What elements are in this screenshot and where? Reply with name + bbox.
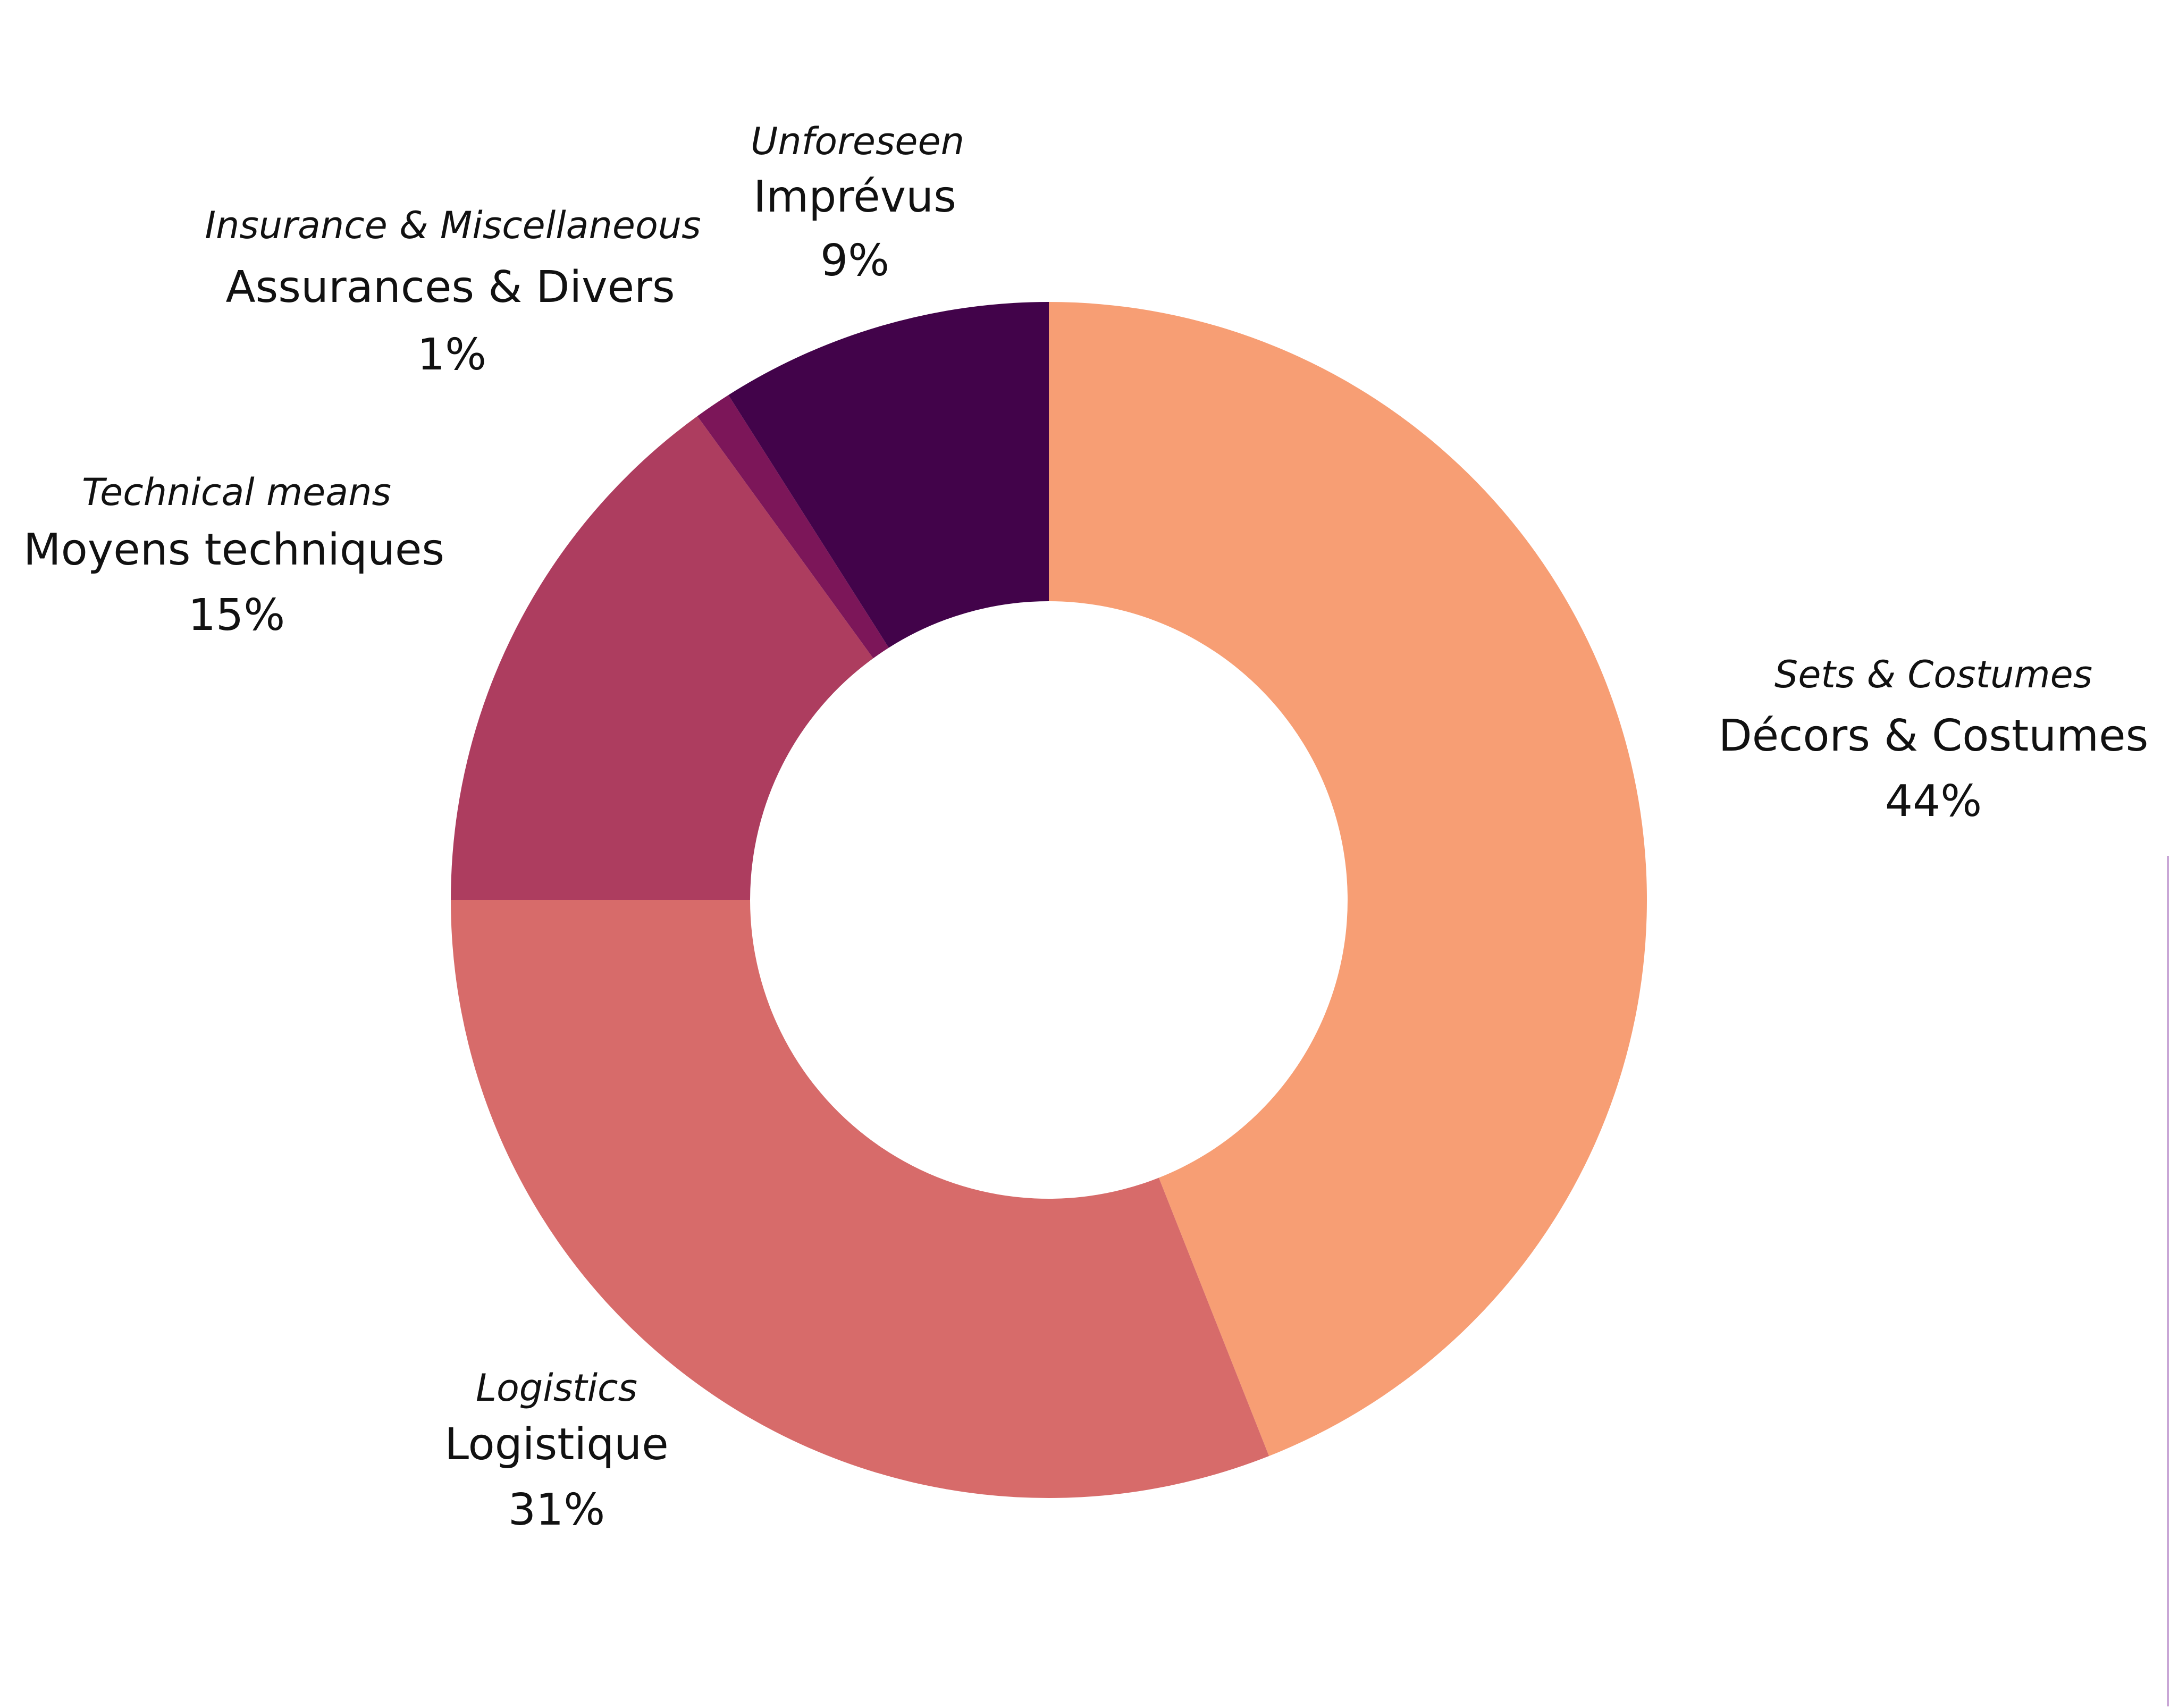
slice-unforeseen <box>728 302 1049 648</box>
slice-technical-means <box>451 416 873 900</box>
value-label-insurance-misc: 1% <box>417 330 486 380</box>
label-en-sets-costumes: Sets & Costumes <box>1774 653 2092 696</box>
slice-labels: Sets & Costumes Décors & Costumes 44% Lo… <box>23 120 2148 1535</box>
label-sets-costumes: Sets & Costumes Décors & Costumes 44% <box>1719 653 2149 827</box>
label-unforeseen: Unforeseen Imprévus 9% <box>751 120 964 286</box>
slice-logistics <box>451 900 1269 1499</box>
donut-slices <box>451 302 1647 1499</box>
slice-sets-costumes <box>1049 302 1647 1456</box>
slice-insurance-miscellaneous <box>697 395 889 659</box>
label-fr-logistics: Logistique <box>444 1419 668 1470</box>
value-label-logistics: 31% <box>508 1485 605 1535</box>
label-fr-technical-means: Moyens techniques <box>23 525 444 575</box>
label-en-logistics: Logistics <box>476 1366 637 1410</box>
label-insurance-misc: Insurance & Miscellaneous Assurances & D… <box>205 204 701 380</box>
label-fr-insurance-misc: Assurances & Divers <box>225 262 675 313</box>
label-fr-unforeseen: Imprévus <box>753 172 956 222</box>
label-en-unforeseen: Unforeseen <box>751 120 964 163</box>
value-label-unforeseen: 9% <box>820 235 889 286</box>
value-label-sets-costumes: 44% <box>1885 776 1982 827</box>
label-en-insurance-misc: Insurance & Miscellaneous <box>205 204 701 247</box>
label-en-technical-means: Technical means <box>82 470 391 514</box>
label-fr-sets-costumes: Décors & Costumes <box>1719 711 2149 761</box>
edge-line <box>2167 856 2169 1706</box>
value-label-technical-means: 15% <box>188 590 285 641</box>
label-technical-means: Technical means Moyens techniques 15% <box>23 470 444 641</box>
label-logistics: Logistics Logistique 31% <box>444 1366 668 1535</box>
